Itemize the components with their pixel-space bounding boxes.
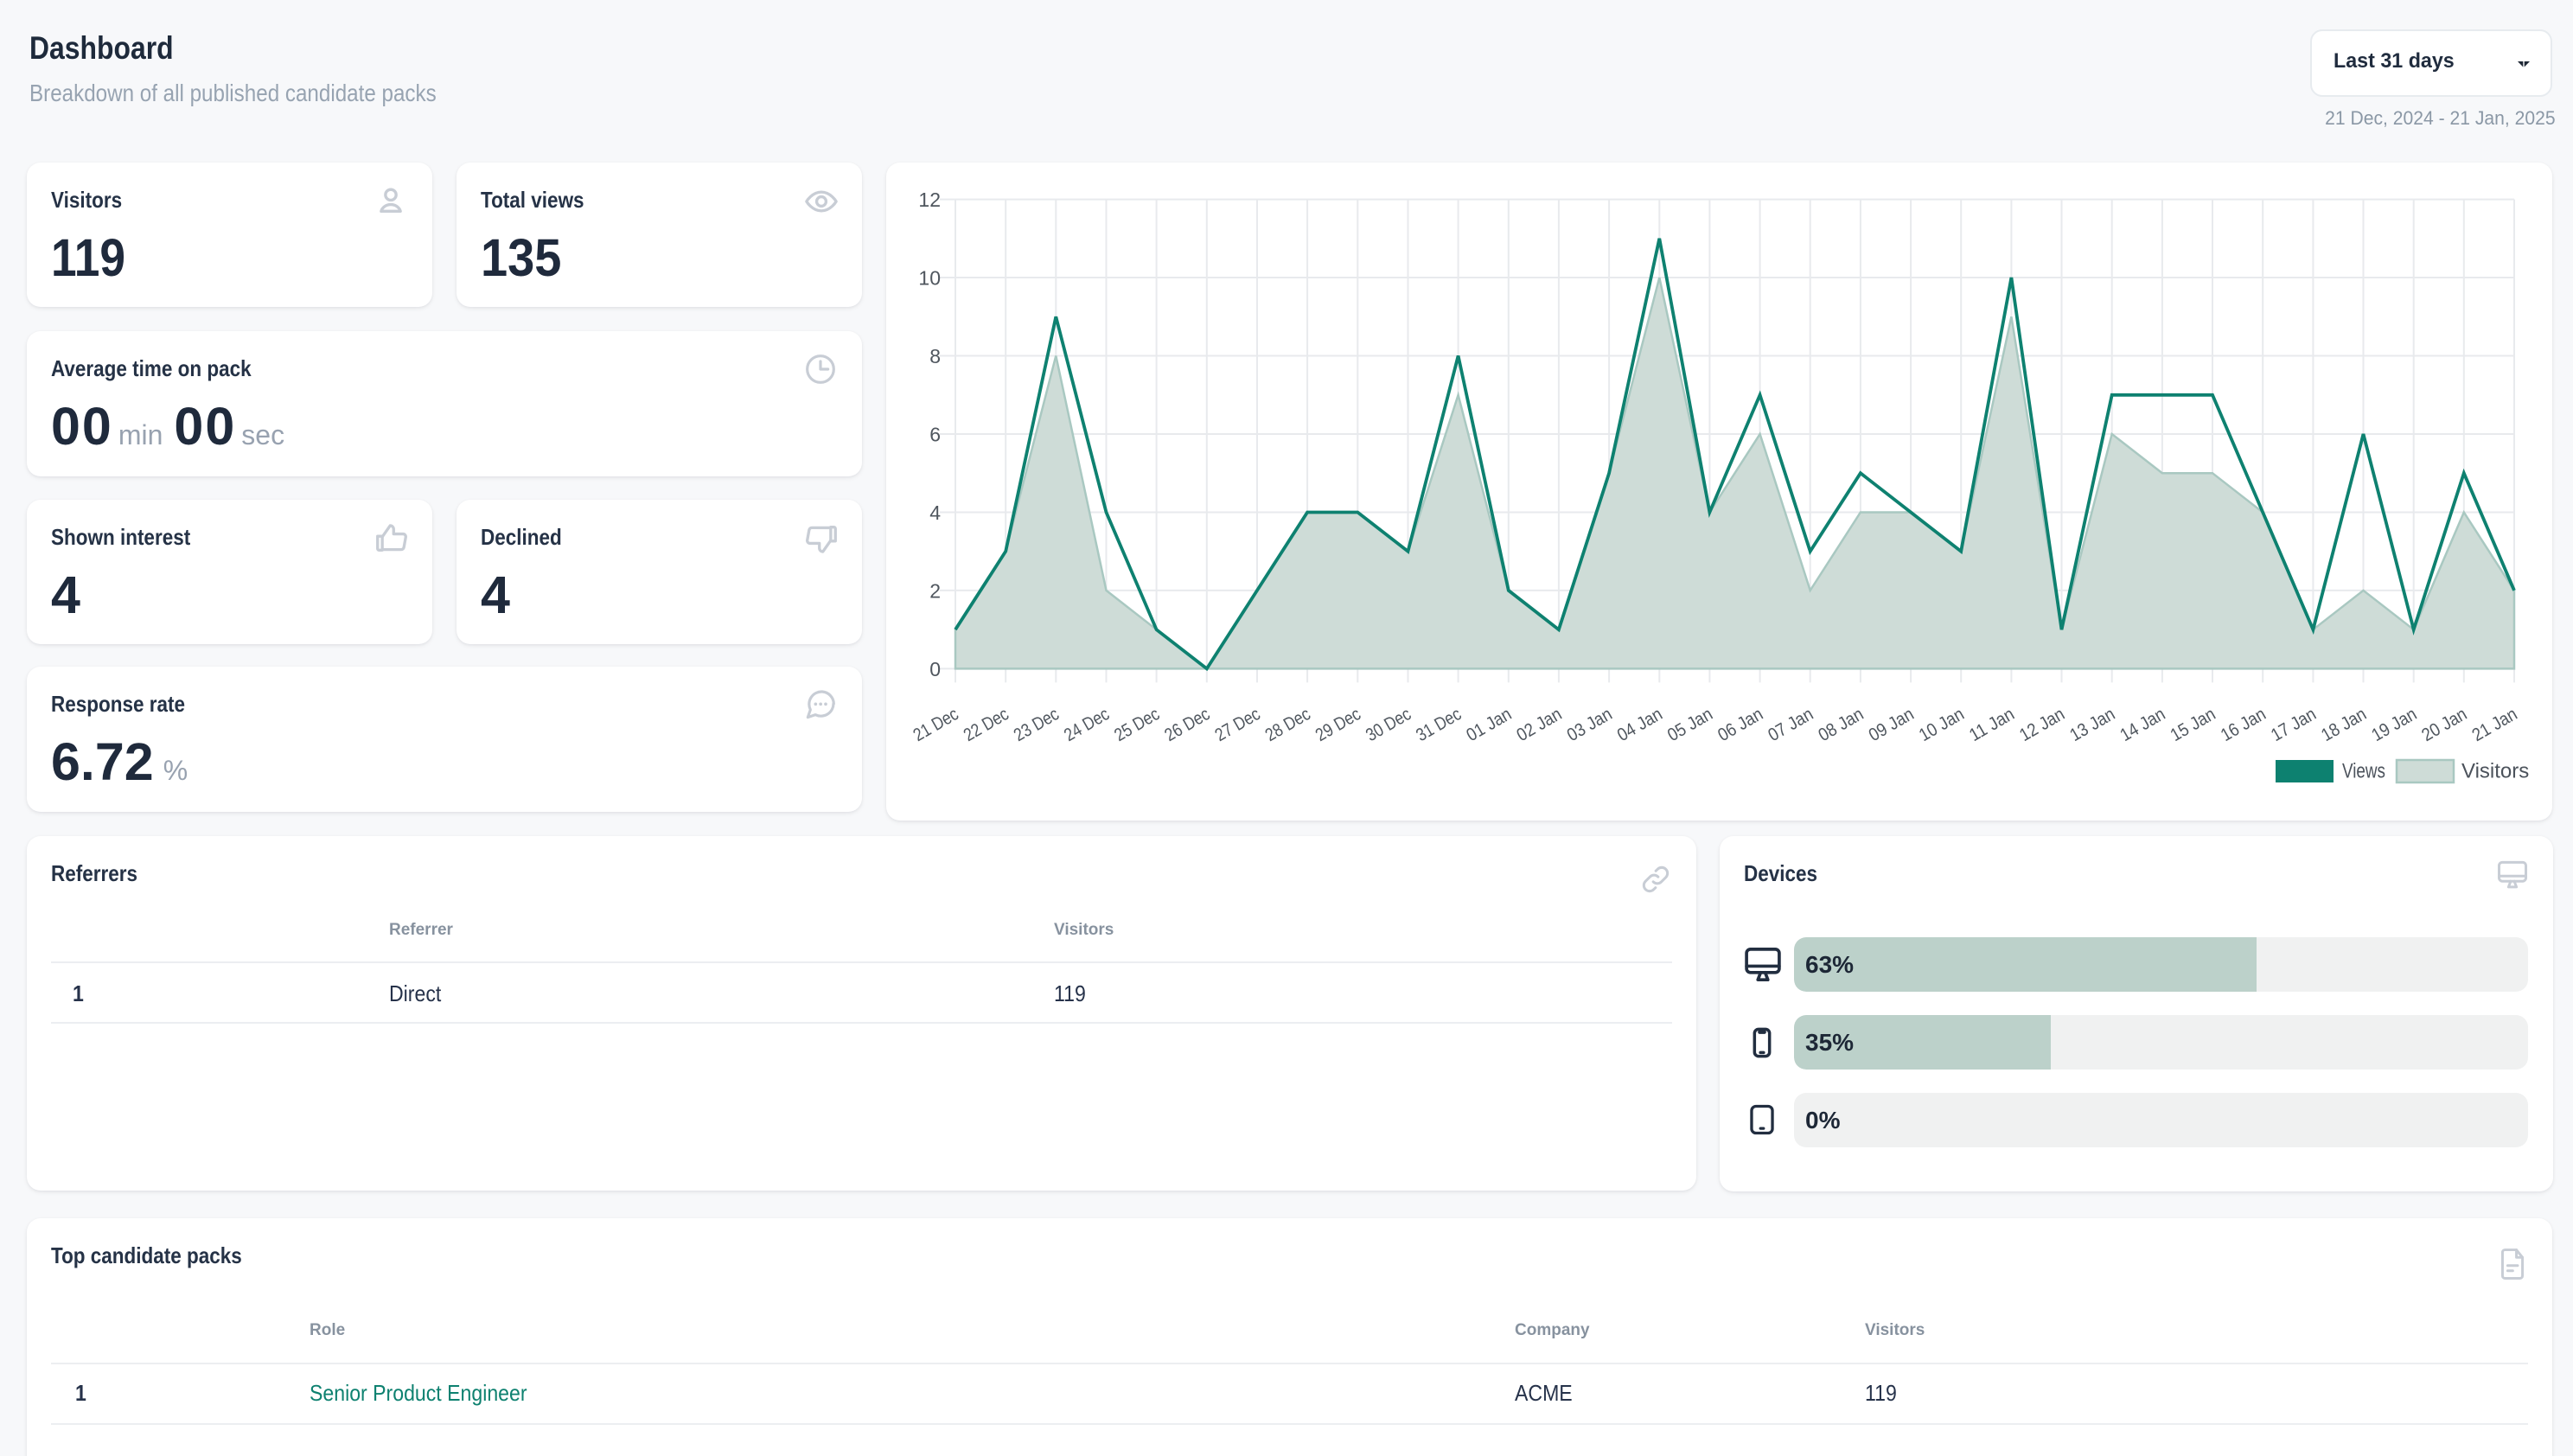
svg-text:31 Dec: 31 Dec [1413, 704, 1465, 745]
svg-text:16 Jan: 16 Jan [2218, 704, 2270, 745]
svg-text:30 Dec: 30 Dec [1363, 704, 1414, 745]
svg-text:28 Dec: 28 Dec [1262, 704, 1314, 745]
svg-text:10 Jan: 10 Jan [1916, 704, 1968, 745]
svg-text:4: 4 [929, 501, 941, 524]
svg-text:Views: Views [2342, 760, 2385, 783]
svg-text:24 Dec: 24 Dec [1061, 704, 1113, 745]
svg-text:0: 0 [929, 658, 941, 680]
svg-text:8: 8 [929, 345, 941, 367]
svg-text:21 Jan: 21 Jan [2469, 704, 2521, 745]
svg-text:09 Jan: 09 Jan [1866, 704, 1918, 745]
svg-text:14 Jan: 14 Jan [2116, 704, 2168, 745]
svg-text:2: 2 [929, 579, 941, 602]
svg-text:07 Jan: 07 Jan [1765, 704, 1816, 745]
svg-text:08 Jan: 08 Jan [1815, 704, 1867, 745]
svg-text:23 Dec: 23 Dec [1011, 704, 1063, 745]
svg-text:12 Jan: 12 Jan [2016, 704, 2068, 745]
svg-text:02 Jan: 02 Jan [1513, 704, 1565, 745]
svg-text:01 Jan: 01 Jan [1463, 704, 1515, 745]
svg-text:27 Dec: 27 Dec [1212, 704, 1264, 745]
svg-text:21 Dec: 21 Dec [910, 704, 962, 745]
svg-text:Visitors: Visitors [2461, 760, 2529, 783]
svg-text:17 Jan: 17 Jan [2268, 704, 2320, 745]
svg-text:18 Jan: 18 Jan [2318, 704, 2370, 745]
svg-text:10: 10 [918, 267, 941, 290]
svg-text:03 Jan: 03 Jan [1564, 704, 1616, 745]
svg-text:6: 6 [929, 424, 941, 446]
svg-text:11 Jan: 11 Jan [1966, 704, 2018, 745]
svg-text:13 Jan: 13 Jan [2066, 704, 2118, 745]
svg-text:12: 12 [918, 188, 941, 211]
svg-text:26 Dec: 26 Dec [1161, 704, 1213, 745]
svg-text:29 Dec: 29 Dec [1312, 704, 1364, 745]
svg-text:06 Jan: 06 Jan [1714, 704, 1766, 745]
svg-text:22 Dec: 22 Dec [961, 704, 1012, 745]
svg-text:20 Jan: 20 Jan [2418, 704, 2470, 745]
svg-text:04 Jan: 04 Jan [1614, 704, 1666, 745]
svg-text:15 Jan: 15 Jan [2168, 704, 2219, 745]
svg-text:05 Jan: 05 Jan [1664, 704, 1716, 745]
svg-text:19 Jan: 19 Jan [2368, 704, 2420, 745]
svg-text:25 Dec: 25 Dec [1111, 704, 1163, 745]
